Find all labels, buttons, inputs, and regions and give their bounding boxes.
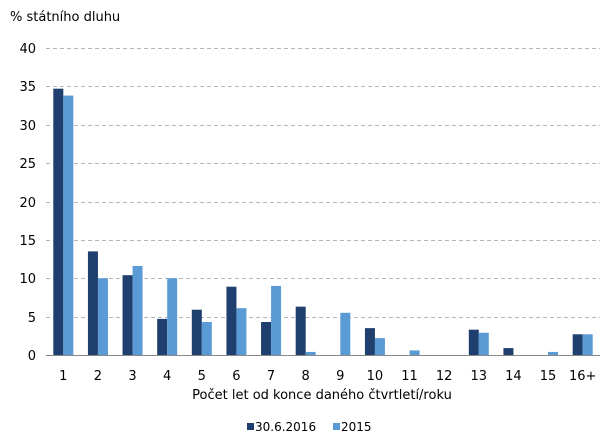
bar-2015-10: [374, 338, 385, 355]
bar-30.6.2016-14: [503, 348, 514, 355]
bars: [53, 88, 593, 356]
bar-2015-11: [409, 350, 420, 355]
legend-swatch-30.6.2016: [247, 423, 254, 430]
x-tick-10: 10: [367, 369, 384, 384]
bar-2015-5: [201, 321, 212, 355]
x-tick-13: 13: [471, 369, 488, 384]
bar-2015-16+: [582, 334, 593, 355]
legend: 30.6.2016 2015: [247, 420, 372, 434]
legend-label-2015: 2015: [341, 420, 372, 434]
bar-30.6.2016-6: [226, 286, 237, 355]
x-tick-9: 9: [336, 369, 344, 384]
x-axis-label: Počet let od konce daného čtvrtletí/roku: [192, 388, 452, 403]
y-axis-label: % státního dluhu: [10, 10, 120, 25]
x-tick-11: 11: [401, 369, 418, 384]
bar-30.6.2016-1: [53, 88, 64, 356]
x-axis-ticks: 1 2 3 4 5 6 7 8 9 10 11 12 13 14 15 16+: [59, 369, 596, 384]
x-tick-16+: 16+: [569, 369, 596, 384]
x-tick-12: 12: [436, 369, 453, 384]
bar-2015-9: [340, 312, 351, 355]
y-tick-30: 30: [19, 119, 36, 134]
bar-30.6.2016-13: [468, 329, 479, 355]
bar-30.6.2016-4: [157, 318, 168, 355]
x-tick-1: 1: [59, 369, 67, 384]
x-tick-6: 6: [232, 369, 240, 384]
bar-30.6.2016-5: [191, 309, 202, 355]
x-tick-7: 7: [267, 369, 275, 384]
bar-2015-2: [97, 278, 108, 355]
y-tick-25: 25: [19, 157, 36, 172]
y-tick-35: 35: [19, 80, 36, 95]
bar-30.6.2016-8: [295, 306, 306, 355]
bar-2015-15: [548, 351, 559, 355]
x-tick-3: 3: [128, 369, 136, 384]
y-tick-15: 15: [19, 234, 36, 249]
bar-30.6.2016-7: [261, 321, 272, 355]
x-tick-15: 15: [540, 369, 557, 384]
x-tick-4: 4: [163, 369, 171, 384]
y-tick-20: 20: [19, 196, 36, 211]
bar-30.6.2016-10: [364, 328, 375, 355]
bar-2015-7: [271, 285, 282, 355]
bar-30.6.2016-3: [122, 275, 133, 355]
y-tick-0: 0: [28, 349, 36, 364]
x-tick-14: 14: [505, 369, 522, 384]
y-tick-10: 10: [19, 272, 36, 287]
bar-30.6.2016-16+: [572, 334, 583, 355]
bar-2015-4: [167, 278, 178, 355]
y-axis-ticks: 0 5 10 15 20 25 30 35 40: [19, 42, 36, 364]
y-tick-40: 40: [19, 42, 36, 57]
x-tick-2: 2: [94, 369, 102, 384]
legend-swatch-2015: [333, 423, 340, 430]
bar-2015-3: [132, 265, 143, 355]
x-tick-5: 5: [198, 369, 206, 384]
bar-2015-13: [478, 332, 489, 355]
y-tick-5: 5: [28, 311, 36, 326]
legend-label-30.6.2016: 30.6.2016: [255, 420, 316, 434]
bar-2015-8: [305, 351, 316, 355]
bar-2015-6: [236, 308, 247, 355]
bar-30.6.2016-2: [87, 251, 98, 355]
x-tick-8: 8: [302, 369, 310, 384]
bar-2015-1: [63, 95, 74, 356]
